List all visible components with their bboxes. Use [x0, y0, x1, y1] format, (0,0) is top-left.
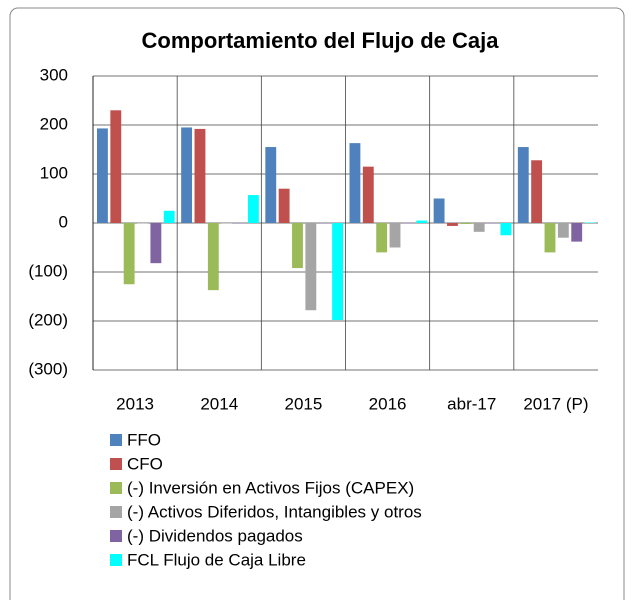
legend-swatch — [110, 434, 122, 446]
y-tick-label: (200) — [28, 310, 68, 329]
bar — [150, 223, 162, 264]
bar — [278, 188, 290, 223]
legend-swatch — [110, 554, 122, 566]
y-tick-label: 100 — [40, 163, 68, 182]
bar — [571, 223, 583, 242]
bar — [292, 223, 303, 269]
y-tick-label: 300 — [40, 65, 68, 84]
y-tick-label: (100) — [28, 261, 68, 280]
bar — [110, 110, 122, 223]
x-tick-label: 2016 — [369, 394, 407, 413]
bar — [389, 223, 401, 248]
bar — [531, 160, 543, 223]
bar — [460, 223, 472, 224]
bar — [500, 223, 512, 236]
legend-swatch — [110, 530, 122, 542]
chart-border — [9, 7, 625, 600]
legend-label: (-) Inversión en Activos Fijos (CAPEX) — [127, 478, 414, 497]
bar — [362, 166, 374, 223]
x-tick-label: 2015 — [285, 394, 323, 413]
legend-label: CFO — [127, 454, 163, 473]
x-tick-label: abr-17 — [447, 394, 496, 413]
bar — [265, 147, 277, 223]
bar — [416, 220, 428, 223]
bar — [97, 128, 108, 223]
bar — [207, 223, 219, 291]
bar — [247, 195, 259, 223]
y-tick-label: 0 — [59, 212, 68, 231]
legend-label: FFO — [127, 430, 161, 449]
bar — [433, 198, 445, 223]
bar — [584, 222, 596, 224]
bar — [163, 210, 175, 223]
bar — [376, 223, 388, 253]
bar — [473, 223, 485, 232]
bar — [349, 143, 361, 223]
bar — [123, 223, 135, 285]
bar — [517, 147, 529, 223]
bar — [234, 223, 246, 224]
bar — [557, 223, 569, 238]
bar — [194, 128, 206, 223]
chart-title: Comportamiento del Flujo de Caja — [142, 28, 500, 53]
bar — [544, 223, 556, 253]
x-tick-label: 2013 — [116, 394, 154, 413]
legend-label: FCL Flujo de Caja Libre — [127, 550, 306, 569]
bar — [318, 223, 330, 224]
y-tick-label: 200 — [40, 114, 68, 133]
bar — [137, 223, 148, 224]
legend-swatch — [110, 482, 122, 494]
bar — [402, 223, 414, 224]
bar — [221, 223, 233, 224]
x-tick-label: 2014 — [200, 394, 238, 413]
legend-label: (-) Activos Diferidos, Intangibles y otr… — [127, 502, 422, 521]
y-tick-label: (300) — [28, 359, 68, 378]
legend-swatch — [110, 506, 122, 518]
bar — [447, 223, 458, 226]
bar — [487, 223, 498, 224]
x-tick-label: 2017 (P) — [523, 394, 588, 413]
bar — [181, 127, 193, 223]
legend-swatch — [110, 458, 122, 470]
bar — [305, 223, 317, 311]
bar — [332, 223, 343, 321]
legend-label: (-) Dividendos pagados — [127, 526, 303, 545]
